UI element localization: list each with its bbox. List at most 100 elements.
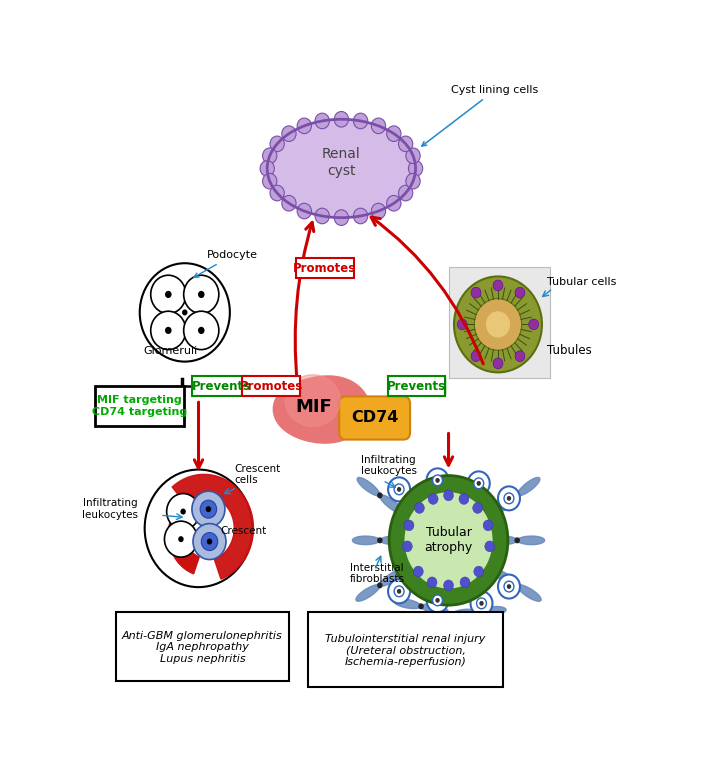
Circle shape xyxy=(428,494,438,504)
Circle shape xyxy=(483,520,493,530)
Polygon shape xyxy=(490,536,545,545)
Circle shape xyxy=(394,484,404,495)
Text: Promotes: Promotes xyxy=(240,379,303,393)
Polygon shape xyxy=(352,536,407,545)
Circle shape xyxy=(388,478,410,502)
Circle shape xyxy=(418,604,424,609)
Circle shape xyxy=(498,486,520,510)
Circle shape xyxy=(260,160,274,176)
Text: MIF: MIF xyxy=(296,397,333,415)
Circle shape xyxy=(515,538,520,544)
FancyBboxPatch shape xyxy=(296,258,354,278)
Circle shape xyxy=(529,319,539,330)
Circle shape xyxy=(498,575,520,598)
Circle shape xyxy=(200,500,217,518)
Polygon shape xyxy=(172,474,253,579)
Circle shape xyxy=(493,358,503,368)
Circle shape xyxy=(193,523,226,559)
Circle shape xyxy=(403,492,493,590)
Circle shape xyxy=(207,538,212,545)
Ellipse shape xyxy=(267,119,415,217)
Text: Cyst lining cells: Cyst lining cells xyxy=(422,85,539,146)
Circle shape xyxy=(427,468,449,492)
FancyBboxPatch shape xyxy=(95,386,184,426)
Circle shape xyxy=(262,174,277,189)
Text: Crescent: Crescent xyxy=(220,527,267,537)
Polygon shape xyxy=(168,513,199,574)
Circle shape xyxy=(427,588,449,612)
Circle shape xyxy=(460,577,470,587)
Circle shape xyxy=(386,196,401,211)
Circle shape xyxy=(474,478,484,488)
Circle shape xyxy=(334,210,349,225)
Circle shape xyxy=(354,208,368,224)
Circle shape xyxy=(270,185,284,201)
Circle shape xyxy=(140,263,230,361)
Circle shape xyxy=(507,584,511,589)
Circle shape xyxy=(281,126,296,142)
Text: Glomeruli: Glomeruli xyxy=(143,347,198,357)
Circle shape xyxy=(404,520,414,530)
Circle shape xyxy=(435,598,440,603)
Circle shape xyxy=(198,327,205,334)
Circle shape xyxy=(415,502,425,513)
Circle shape xyxy=(386,126,401,142)
Text: Anti-GBM glomerulonephritis
IgA nephropathy
Lupus nephritis: Anti-GBM glomerulonephritis IgA nephropa… xyxy=(122,630,283,664)
Circle shape xyxy=(435,478,440,483)
Polygon shape xyxy=(394,599,448,614)
Circle shape xyxy=(334,111,349,127)
Circle shape xyxy=(262,148,277,164)
Circle shape xyxy=(270,136,284,152)
Text: Infiltrating
leukocytes: Infiltrating leukocytes xyxy=(361,455,417,477)
Circle shape xyxy=(206,506,211,512)
Circle shape xyxy=(398,136,413,152)
Circle shape xyxy=(389,475,508,605)
Circle shape xyxy=(504,581,514,592)
Polygon shape xyxy=(274,376,369,443)
Circle shape xyxy=(485,541,495,552)
Text: Prevents: Prevents xyxy=(387,379,446,393)
Circle shape xyxy=(297,203,311,219)
Circle shape xyxy=(354,113,368,129)
Text: CD74: CD74 xyxy=(351,411,398,425)
Polygon shape xyxy=(493,569,541,601)
Circle shape xyxy=(372,118,386,134)
Polygon shape xyxy=(494,478,540,513)
Circle shape xyxy=(459,494,469,504)
Circle shape xyxy=(473,502,483,513)
Circle shape xyxy=(493,280,503,291)
Circle shape xyxy=(406,148,420,164)
Circle shape xyxy=(151,312,186,350)
Text: Renal
cyst: Renal cyst xyxy=(322,147,361,178)
Circle shape xyxy=(457,319,467,330)
Circle shape xyxy=(432,475,442,486)
Circle shape xyxy=(182,309,187,315)
Text: Infiltrating
leukocytes: Infiltrating leukocytes xyxy=(82,498,138,520)
Circle shape xyxy=(297,118,311,134)
Circle shape xyxy=(406,174,420,189)
FancyBboxPatch shape xyxy=(192,376,250,397)
Text: Podocyte: Podocyte xyxy=(194,250,258,277)
Circle shape xyxy=(515,351,525,361)
Circle shape xyxy=(413,566,423,577)
Circle shape xyxy=(468,471,490,495)
Circle shape xyxy=(184,312,219,350)
Text: Crescent
cells: Crescent cells xyxy=(234,464,281,485)
Circle shape xyxy=(315,113,329,129)
Circle shape xyxy=(198,291,205,298)
Text: MIF targeting
CD74 targeting: MIF targeting CD74 targeting xyxy=(92,395,187,417)
Circle shape xyxy=(403,541,412,552)
Circle shape xyxy=(201,533,218,551)
Circle shape xyxy=(474,566,484,577)
Circle shape xyxy=(388,580,410,604)
Circle shape xyxy=(397,487,401,492)
Polygon shape xyxy=(357,478,403,513)
Circle shape xyxy=(471,351,481,361)
Text: Prevents: Prevents xyxy=(191,379,250,393)
Circle shape xyxy=(377,492,383,499)
Text: Tubules: Tubules xyxy=(547,344,592,358)
Text: Tubulointerstitial renal injury
(Ureteral obstruction,
Ischemia-reperfusion): Tubulointerstitial renal injury (Uretera… xyxy=(325,633,486,667)
Polygon shape xyxy=(285,375,340,426)
Circle shape xyxy=(479,601,484,606)
Circle shape xyxy=(408,160,423,176)
